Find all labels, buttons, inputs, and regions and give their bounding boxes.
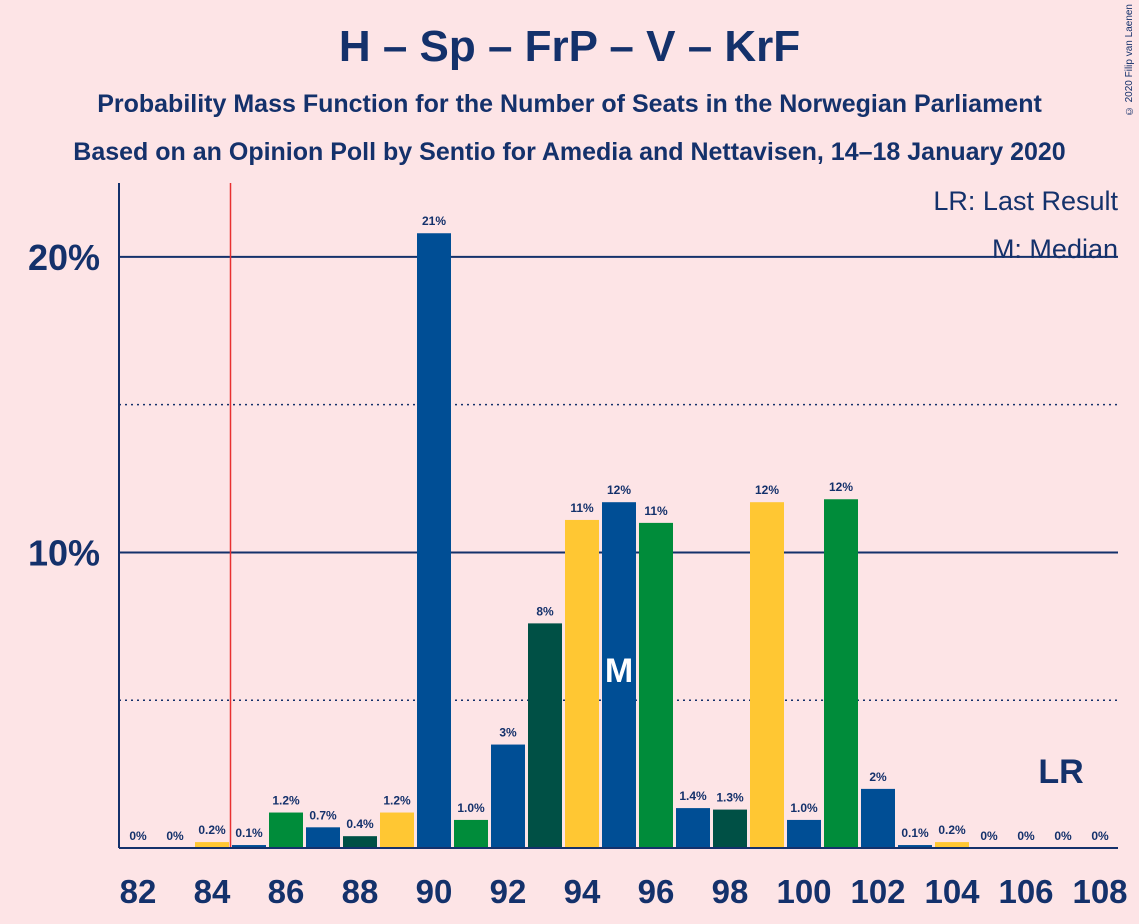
bar-label-100: 1.0% [790,801,818,815]
bar-label-104: 0.2% [938,823,966,837]
median-marker: M [605,652,633,690]
x-tick-88: 88 [342,873,379,910]
bar-label-83: 0% [166,829,184,843]
bars-group: M [195,233,969,848]
bar-label-97: 1.4% [679,789,707,803]
bar-98 [713,809,747,848]
bar-91 [454,819,488,848]
bar-100 [787,819,821,848]
y-tick-labels: 10% 20% [28,237,100,574]
bar-label-98: 1.3% [716,791,744,805]
bar-101 [824,499,858,848]
legend-last-result: LR: Last Result [933,186,1118,216]
x-tick-90: 90 [416,873,453,910]
bar-labels-group: 0% 0% 0.2% 0.1% 1.2% 0.7% 0.4% 1.2% 21% 1.0% 3% 8% 1… [129,214,1109,843]
bar-103 [898,845,932,848]
bar-label-87: 0.7% [309,808,337,822]
chart-subtitle-poll: Based on an Opinion Poll by Sentio for A… [73,138,1066,166]
last-result-label: LR [1038,753,1083,791]
axes-group [118,183,1118,849]
bar-label-106: 0% [1017,829,1035,843]
x-tick-100: 100 [776,873,831,910]
bar-label-86: 1.2% [272,794,300,808]
chart-title: H – Sp – FrP – V – KrF [338,22,801,71]
y-tick-10: 10% [28,532,100,573]
bar-102 [861,788,895,848]
bar-92 [491,744,525,848]
bar-label-95: 12% [607,483,631,497]
bar-104 [935,842,969,848]
x-tick-92: 92 [490,873,527,910]
x-tick-98: 98 [712,873,749,910]
bar-label-94: 11% [570,501,594,515]
legend-median: M: Median [992,234,1118,264]
bar-86 [269,812,303,848]
bar-label-82: 0% [129,829,147,843]
bar-label-96: 11% [644,504,668,518]
x-tick-labels: 82 84 86 88 90 92 94 96 98 100 102 104 106 108 [120,873,1128,910]
bar-label-91: 1.0% [457,801,485,815]
bar-label-103: 0.1% [901,826,929,840]
bar-88 [343,836,377,848]
bar-label-105: 0% [980,829,998,843]
bar-90 [417,233,451,848]
x-tick-82: 82 [120,873,157,910]
bar-label-84: 0.2% [198,823,226,837]
bar-97 [676,808,710,848]
bar-94 [565,519,599,848]
y-tick-20: 20% [28,237,100,278]
x-tick-104: 104 [924,873,980,910]
bar-label-108: 0% [1091,829,1109,843]
bar-label-99: 12% [755,483,779,497]
x-tick-96: 96 [638,873,675,910]
bar-label-107: 0% [1054,829,1072,843]
bar-95 [602,502,636,848]
x-tick-94: 94 [564,873,601,910]
bar-93 [528,623,562,848]
x-tick-86: 86 [268,873,305,910]
x-tick-102: 102 [850,873,905,910]
bar-label-92: 3% [499,726,517,740]
bar-label-90: 21% [422,214,446,228]
chart-subtitle-method: Probability Mass Function for the Number… [97,90,1042,118]
x-tick-106: 106 [998,873,1053,910]
x-tick-84: 84 [194,873,231,910]
bar-label-89: 1.2% [383,794,411,808]
bar-label-88: 0.4% [346,817,374,831]
x-tick-108: 108 [1072,873,1127,910]
bar-87 [306,827,340,848]
bar-84 [195,842,229,848]
bar-89 [380,812,414,848]
bar-label-101: 12% [829,480,853,494]
bar-99 [750,502,784,848]
bar-label-93: 8% [536,604,554,618]
bar-label-102: 2% [869,770,887,784]
bar-85 [232,845,266,848]
bar-96 [639,522,673,848]
bar-label-85: 0.1% [235,826,263,840]
